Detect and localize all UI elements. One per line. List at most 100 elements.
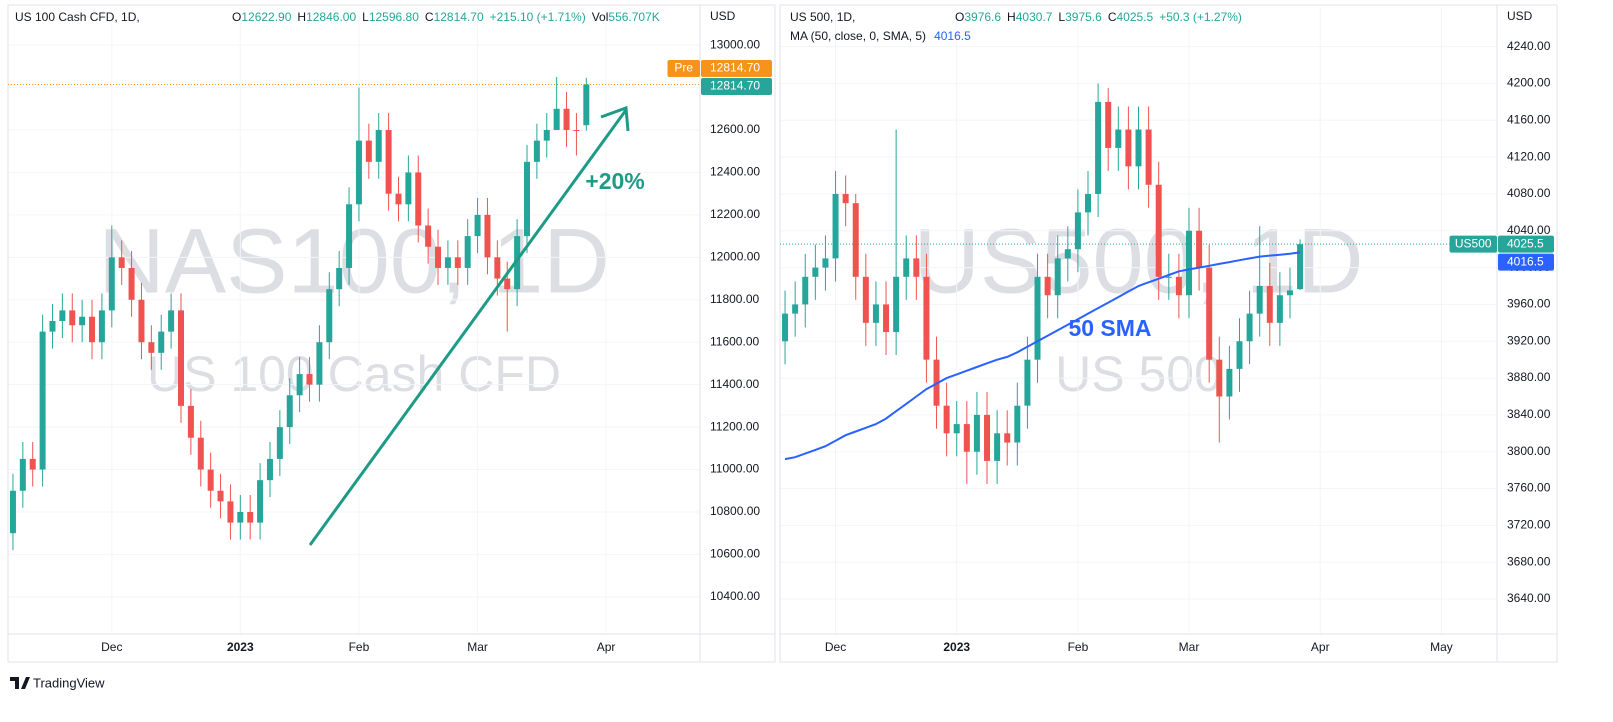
candle-body [984, 414, 991, 461]
candle-body [842, 193, 849, 204]
candle-body [326, 289, 333, 343]
candle-body [792, 304, 799, 314]
candle-body [464, 236, 471, 268]
legend-value: +215.10 (+1.71%) [490, 10, 586, 24]
candle-body [994, 433, 1001, 461]
price-label-box [1498, 235, 1554, 253]
candle-body [425, 225, 432, 247]
candle-body [217, 490, 224, 502]
candle-body [29, 458, 36, 470]
watermark: US500, 1D [913, 210, 1363, 312]
y-tick-label: 4040.00 [1507, 223, 1551, 237]
x-tick-label: Apr [1311, 640, 1330, 654]
legend-value: 12596.80 [369, 10, 419, 24]
candle-body [128, 267, 135, 300]
y-tick-label: 4240.00 [1507, 39, 1551, 53]
candle-body [98, 310, 105, 343]
x-tick-label: 2023 [943, 640, 970, 654]
legend-value: 556.707K [608, 10, 659, 24]
price-label-box [1498, 253, 1554, 271]
candle-body [1266, 286, 1273, 323]
candle-body [286, 395, 293, 428]
symbol-name: US 100 Cash CFD, 1D, [15, 10, 140, 24]
y-tick-label: 3840.00 [1507, 407, 1551, 421]
candle-body [563, 108, 570, 131]
y-tick-label: 13000.00 [710, 37, 760, 51]
candle-body [1105, 101, 1112, 148]
candle-body [89, 316, 96, 343]
price-tag-box [1449, 235, 1497, 253]
candle-body [1165, 276, 1172, 278]
y-tick-label: 4200.00 [1507, 76, 1551, 90]
watermark: NAS100, 1D [98, 210, 609, 312]
indicator-name: MA (50, close, 0, SMA, 5) [790, 29, 926, 43]
y-tick-label: 11000.00 [710, 462, 759, 476]
y-tick-label: 3720.00 [1507, 518, 1551, 532]
candle-body [444, 257, 451, 268]
candle-body [1216, 359, 1223, 397]
candle-body [59, 310, 66, 321]
x-tick-label: Mar [467, 640, 488, 654]
legend-key: L [362, 10, 369, 24]
candle-body [1044, 276, 1051, 296]
legend-value: 12622.90 [241, 10, 291, 24]
candle-body [913, 258, 920, 277]
candle-body [524, 161, 530, 237]
candle-body [405, 172, 412, 205]
legend-key: C [425, 10, 434, 24]
candle-body [39, 331, 46, 470]
x-tick-label: Feb [1068, 640, 1089, 654]
y-tick-label: 12000.00 [710, 250, 760, 264]
y-tick-label: 3640.00 [1507, 591, 1551, 605]
candle-body [533, 140, 540, 162]
moving-average-line [784, 251, 1301, 461]
candle-body [553, 108, 560, 131]
x-tick-label: May [1430, 640, 1453, 654]
candle-body [355, 140, 362, 205]
y-tick-label: 4160.00 [1507, 112, 1551, 126]
panel-frame [7, 4, 776, 663]
candle-body [346, 204, 353, 268]
y-tick-label: 3680.00 [1507, 554, 1551, 568]
candle-body [474, 214, 481, 237]
x-tick-label: 2023 [227, 640, 254, 654]
price-label-box [701, 59, 772, 77]
candle-body [415, 172, 422, 226]
footer-text: TradingView [33, 675, 105, 690]
candle-body [1004, 433, 1011, 443]
y-tick-label: 3800.00 [1507, 444, 1551, 458]
y-tick-label: 10400.00 [710, 589, 760, 603]
candle-body [118, 257, 125, 268]
candle-body [227, 501, 234, 523]
candle-body [1024, 359, 1031, 406]
candle-body [276, 427, 283, 459]
axis-unit: USD [1507, 9, 1533, 23]
y-tick-label: 3760.00 [1507, 481, 1551, 495]
y-tick-label: 12400.00 [710, 165, 760, 179]
candle-body [197, 437, 204, 470]
axis-unit: USD [710, 9, 736, 23]
candle-body [973, 414, 980, 452]
candle-body [903, 258, 910, 277]
candle-body [583, 84, 590, 126]
price-label: 4016.5 [1507, 254, 1544, 268]
candle-body [158, 331, 165, 353]
candle-body [872, 304, 879, 323]
candle-body [1135, 129, 1142, 167]
legend-key: O [955, 10, 964, 24]
arrow-head [600, 105, 630, 132]
candle-body [296, 374, 303, 396]
candle-body [1226, 368, 1233, 397]
candle-body [138, 299, 145, 343]
candle-body [1256, 286, 1263, 314]
candle-body [1014, 405, 1021, 443]
candle-body [822, 258, 829, 268]
watermark: US 100 Cash CFD [147, 346, 561, 402]
legend-key: L [1058, 10, 1065, 24]
candle-body [852, 203, 859, 277]
symbol-legend: US 500, 1D, O3976.6 H4030.7 L3975.6 C4025.5 +… [790, 10, 1242, 24]
candle-body [812, 267, 819, 277]
price-tag: Pre [674, 61, 693, 75]
candle-body [1236, 341, 1243, 369]
